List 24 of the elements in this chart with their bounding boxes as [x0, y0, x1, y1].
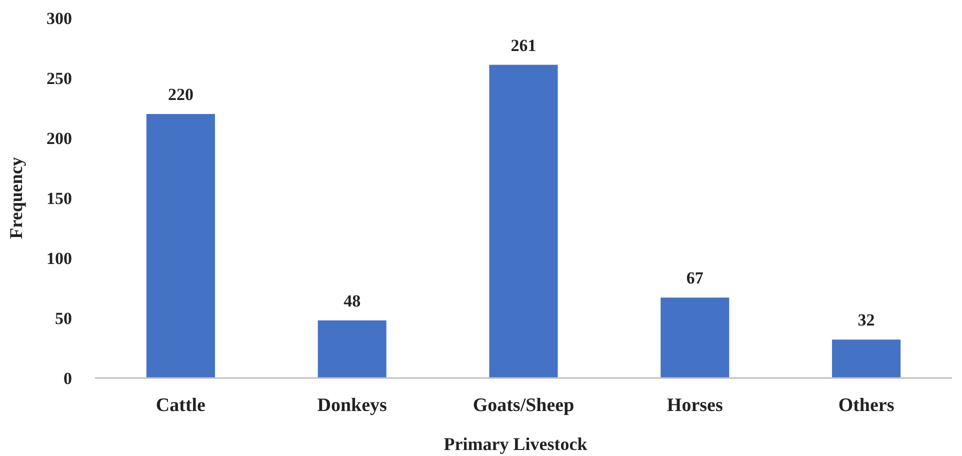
x-tick-label: Goats/Sheep [472, 395, 574, 416]
y-tick-label: 150 [46, 188, 72, 208]
bar [318, 320, 386, 378]
x-axis-title: Primary Livestock [444, 434, 588, 454]
y-tick-label: 100 [46, 248, 72, 268]
y-tick-label: 300 [46, 8, 72, 28]
y-tick-label: 50 [55, 308, 72, 328]
y-tick-label: 250 [46, 68, 72, 88]
data-label: 48 [344, 291, 361, 310]
bar [489, 64, 558, 378]
data-label: 261 [510, 36, 536, 55]
x-tick-label: Others [838, 395, 894, 416]
bar [146, 114, 215, 378]
y-axis-title: Frequency [6, 157, 26, 239]
x-tick-label: Cattle [156, 395, 206, 416]
data-label: 220 [168, 85, 194, 104]
y-tick-label: 0 [64, 368, 72, 388]
bar [660, 298, 730, 378]
data-label: 32 [858, 310, 875, 330]
data-label: 67 [686, 268, 704, 288]
x-tick-label: Donkeys [317, 395, 387, 416]
y-tick-label: 200 [46, 128, 72, 148]
x-tick-label: Horses [666, 395, 723, 416]
bar [832, 340, 901, 378]
